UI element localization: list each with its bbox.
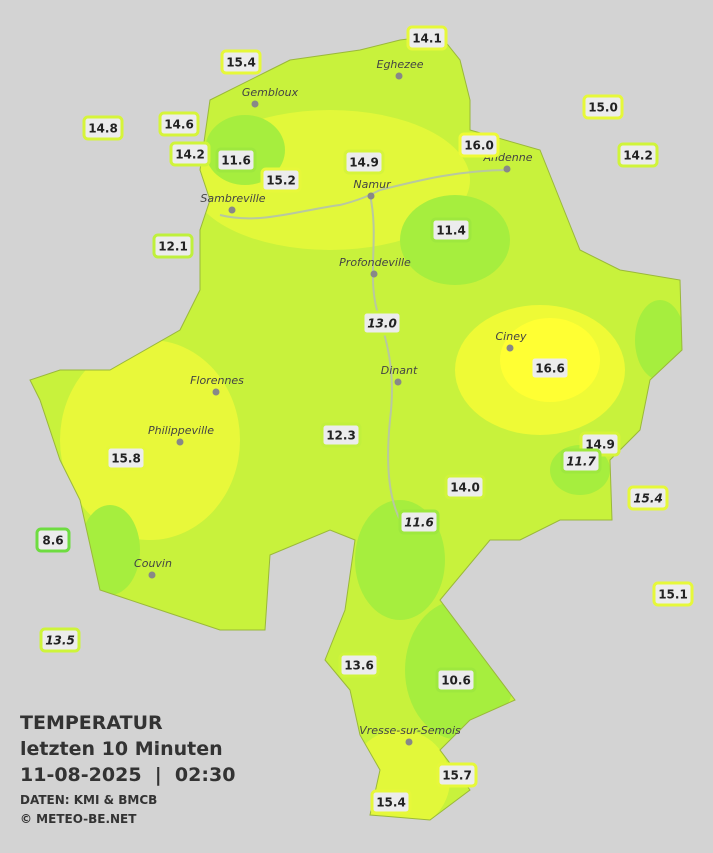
- station-value: 15.0: [588, 101, 618, 115]
- station-box: [169, 141, 211, 167]
- station-value: 14.2: [175, 148, 205, 162]
- station-value: 14.1: [412, 32, 442, 46]
- city-label: Couvin: [134, 557, 172, 570]
- city-dot: [251, 100, 259, 108]
- station-value: 16.0: [464, 139, 494, 153]
- station-box: [152, 233, 194, 259]
- station-value: 14.8: [88, 122, 118, 136]
- city-label: Philippeville: [148, 424, 214, 437]
- city-dot: [370, 270, 378, 278]
- station-box: [361, 310, 403, 336]
- copyright: © METEO-BE.NET: [20, 812, 137, 826]
- station-value: 14.9: [585, 438, 615, 452]
- station-box: [444, 474, 486, 500]
- station-value: 14.6: [164, 118, 194, 132]
- station-value: 14.9: [349, 156, 379, 170]
- station-box: [617, 142, 659, 168]
- station-box: [398, 509, 440, 535]
- city-dot: [212, 388, 220, 396]
- station-box: [39, 627, 81, 653]
- source: DATEN: KMI & BMCB: [20, 793, 157, 807]
- station-box: [435, 667, 477, 693]
- station-box: [260, 167, 302, 193]
- cities: EghezeeGemblouxAndenneNamurSambrevillePr…: [134, 58, 533, 746]
- station-value: 11.6: [404, 516, 434, 530]
- datetime: 11-08-2025 | 02:30: [20, 764, 235, 786]
- station-value: 15.2: [266, 174, 296, 188]
- station-box: [529, 355, 571, 381]
- city-label: Dinant: [381, 364, 418, 377]
- city-dot: [367, 192, 375, 200]
- city-label: Eghezee: [377, 58, 424, 71]
- station-box: [627, 485, 669, 511]
- city-label: Florennes: [190, 374, 244, 387]
- station-value: 15.1: [658, 588, 688, 602]
- city-label: Vresse-sur-Semois: [359, 724, 461, 737]
- station-value: 15.4: [226, 56, 256, 70]
- station-box: [370, 789, 412, 815]
- city-dot: [405, 738, 413, 746]
- station-value: 15.4: [633, 492, 663, 506]
- station-value: 15.7: [442, 769, 472, 783]
- station-box: [582, 94, 624, 120]
- title: TEMPERATUR: [20, 712, 163, 734]
- city-dot: [148, 571, 156, 579]
- city-dot: [395, 72, 403, 80]
- station-box: [458, 132, 500, 158]
- station-box: [35, 527, 71, 553]
- stations: 14.1 15.4 15.0 14.8 14.6 14.2 11.6 16.0 14.2 14.9…: [35, 25, 694, 815]
- subtitle: letzten 10 Minuten: [20, 738, 223, 760]
- city-dot: [503, 165, 511, 173]
- station-box: [105, 445, 147, 471]
- station-value: 8.6: [42, 534, 63, 548]
- city-label: Ciney: [496, 330, 527, 343]
- city-dot: [176, 438, 184, 446]
- station-box: [215, 147, 257, 173]
- city-label: Namur: [353, 178, 392, 191]
- station-value: 13.0: [367, 317, 397, 331]
- station-box: [220, 49, 262, 75]
- city-dot: [228, 206, 236, 214]
- city-dot: [394, 378, 402, 386]
- station-value: 13.6: [344, 659, 374, 673]
- city-label: Sambreville: [200, 192, 265, 205]
- station-box: [343, 149, 385, 175]
- station-value: 10.6: [441, 674, 471, 688]
- station-box: [320, 422, 362, 448]
- city-label: Profondeville: [339, 256, 411, 269]
- station-box: [436, 762, 478, 788]
- station-value: 11.6: [221, 154, 251, 168]
- station-box: [82, 115, 124, 141]
- station-value: 12.3: [326, 429, 356, 443]
- station-box: [338, 652, 380, 678]
- station-value: 16.6: [535, 362, 565, 376]
- station-value: 11.4: [436, 224, 466, 238]
- station-box: [158, 111, 200, 137]
- station-value: 15.4: [376, 796, 406, 810]
- station-box: [652, 581, 694, 607]
- station-value: 15.8: [111, 452, 141, 466]
- station-value: 11.7: [566, 455, 596, 469]
- station-value: 12.1: [158, 240, 188, 254]
- city-label: Gembloux: [242, 86, 299, 99]
- station-value: 14.0: [450, 481, 480, 495]
- city-dot: [506, 344, 514, 352]
- station-box: [560, 448, 602, 474]
- station-box: [406, 25, 448, 51]
- river: [219, 169, 511, 521]
- station-value: 14.2: [623, 149, 653, 163]
- station-value: 13.5: [45, 634, 75, 648]
- station-box: [430, 217, 472, 243]
